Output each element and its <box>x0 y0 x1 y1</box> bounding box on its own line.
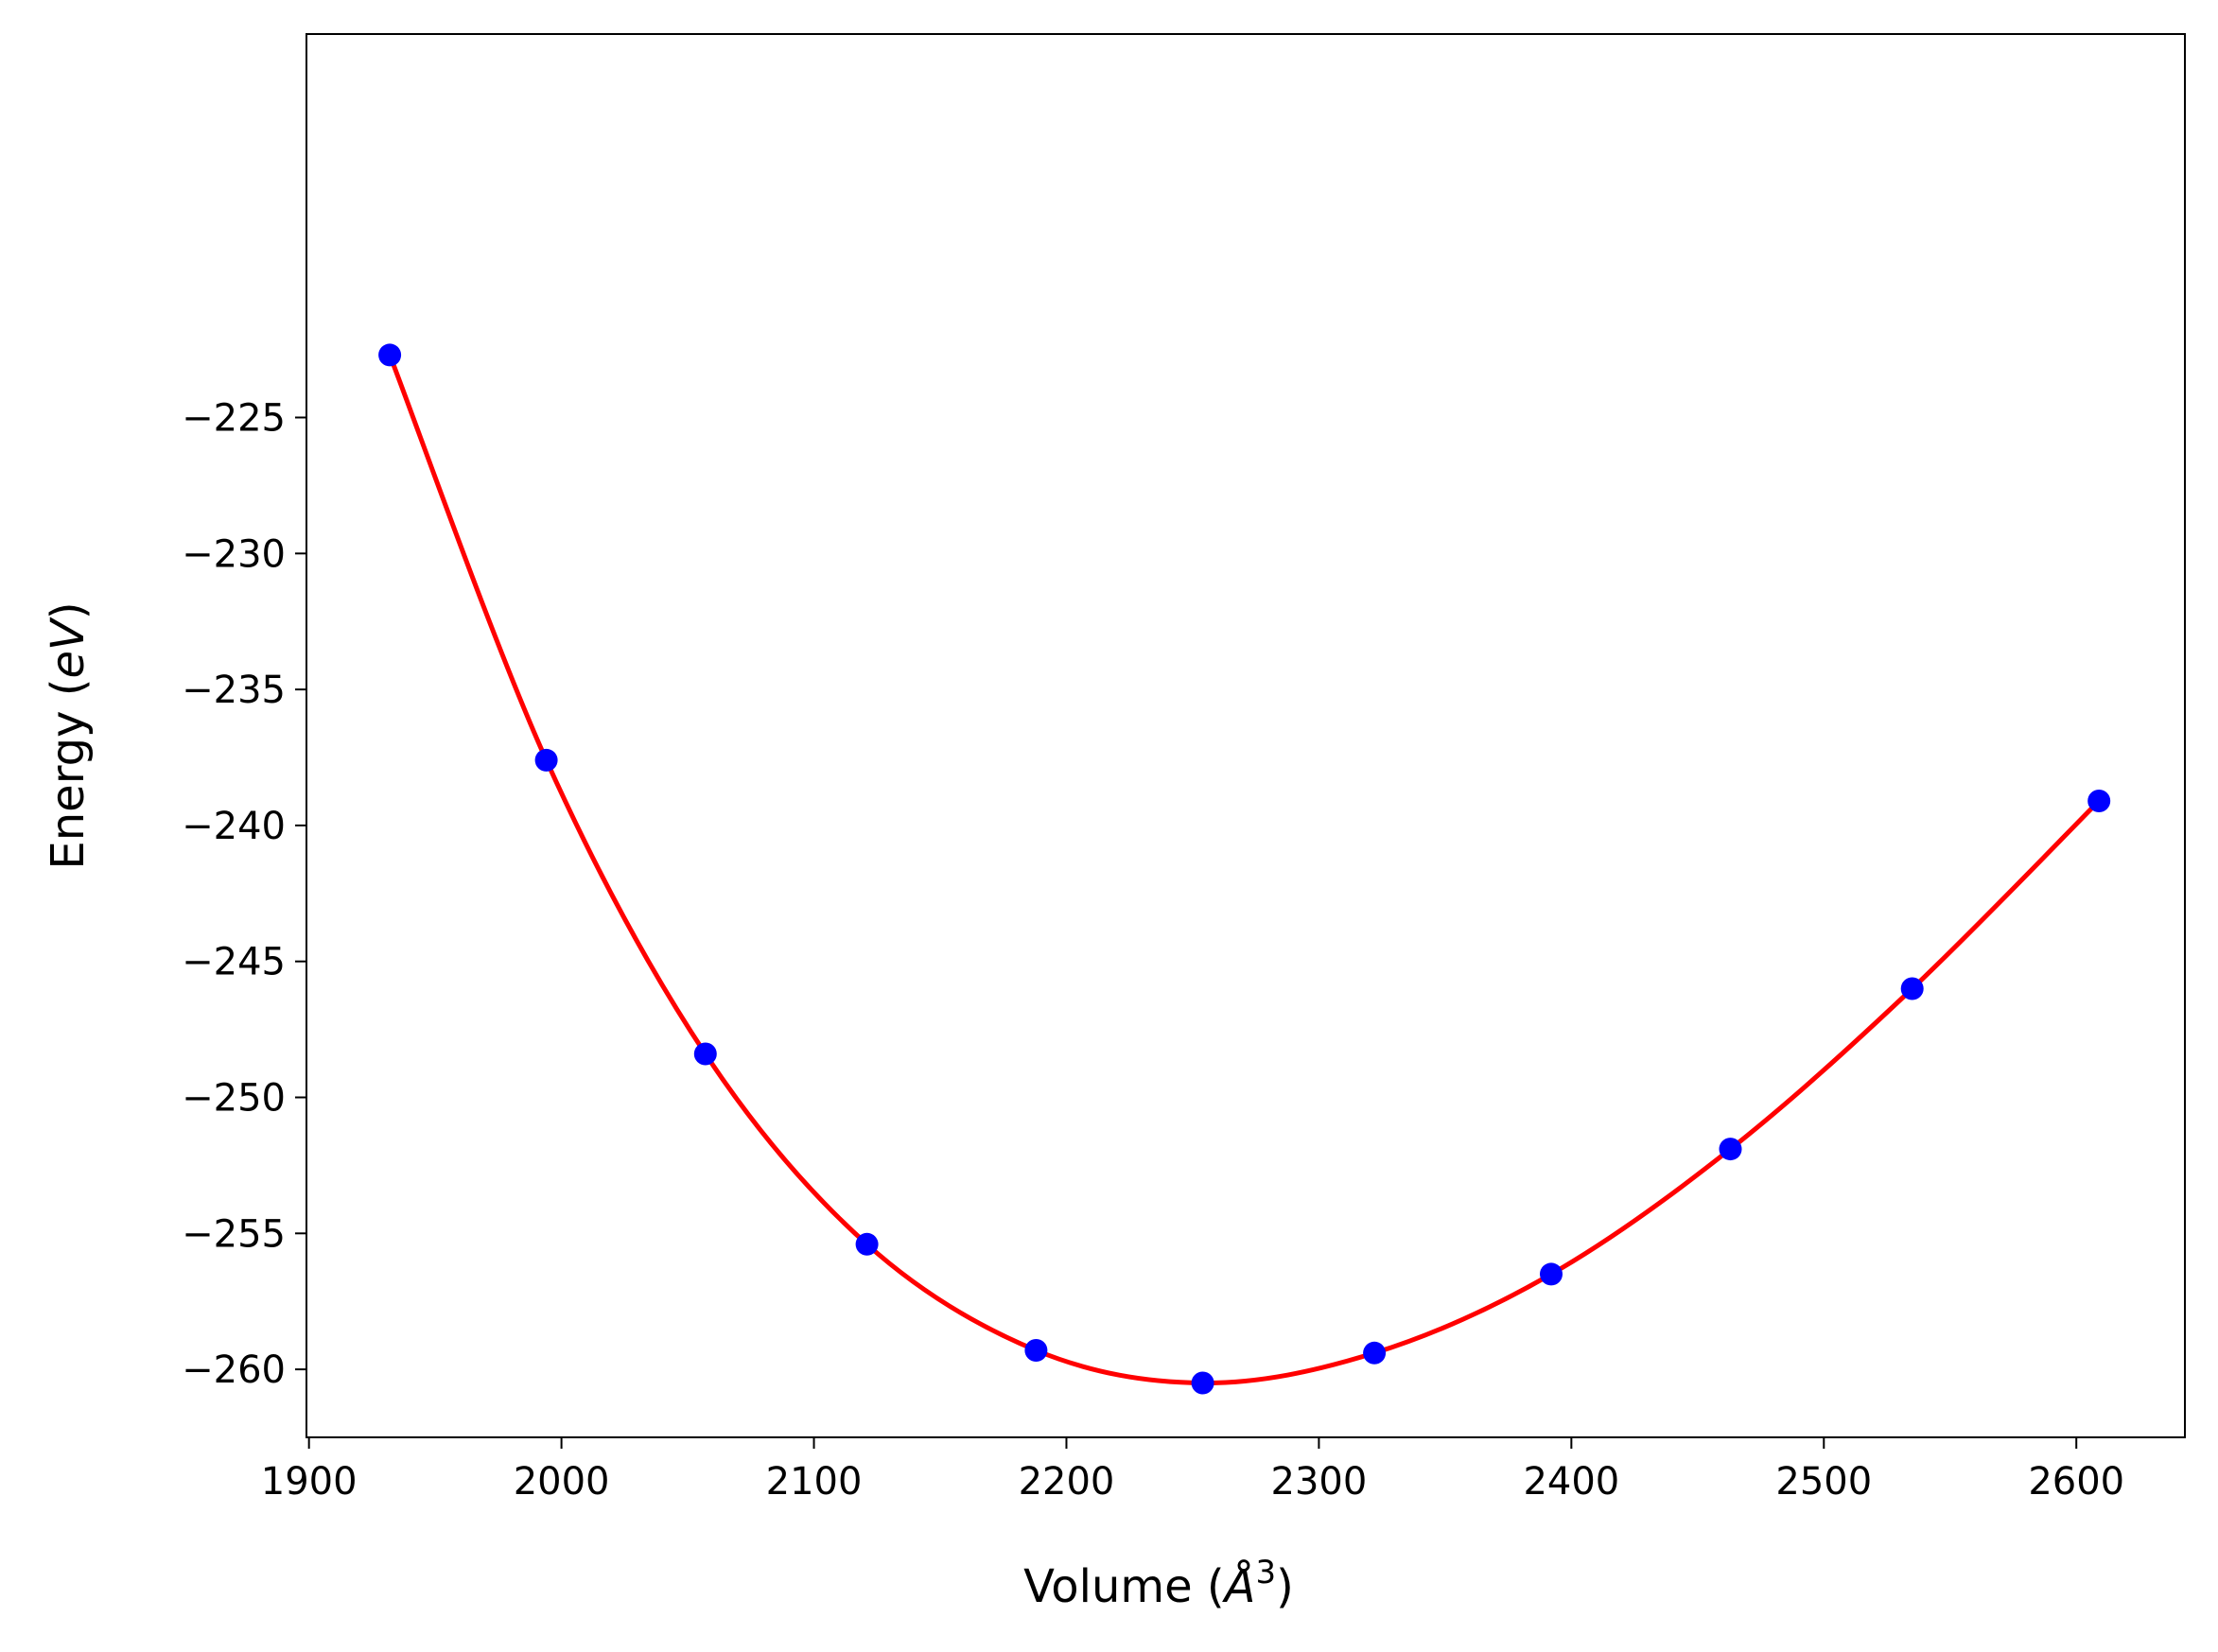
x-tick-label: 2200 <box>1019 1460 1115 1504</box>
y-tick-label: −250 <box>182 1077 286 1121</box>
y-tick-label: −235 <box>182 669 286 712</box>
x-tick-label: 2100 <box>766 1460 863 1504</box>
fit-curve <box>387 352 2102 1386</box>
y-axis-label: Energy (eV) <box>42 601 95 869</box>
data-point <box>378 343 402 367</box>
x-tick-label: 1900 <box>261 1460 358 1504</box>
y-tick-label: −230 <box>182 532 286 576</box>
data-point <box>693 1042 717 1066</box>
y-tick-label: −255 <box>182 1212 286 1256</box>
data-points-layer <box>378 343 2111 1395</box>
data-point <box>1540 1262 1563 1286</box>
data-point <box>2087 790 2111 812</box>
data-point <box>1024 1339 1048 1362</box>
data-point <box>1363 1341 1387 1365</box>
x-tick-label: 2400 <box>1523 1460 1619 1504</box>
x-tick-label: 2500 <box>1775 1460 1872 1504</box>
data-point <box>1900 977 1924 1000</box>
data-point <box>534 748 558 772</box>
data-point <box>1719 1138 1742 1161</box>
fit-line-layer <box>387 352 2102 1386</box>
x-axis-label: Volume (Å3) <box>1023 1554 1294 1613</box>
x-tick-label: 2600 <box>2028 1460 2124 1504</box>
y-tick-label: −240 <box>182 805 286 848</box>
y-tick-label: −225 <box>182 397 286 441</box>
y-axis-ticks: −225 −230 −235 −240 −245 −250 −255 −260 <box>182 397 306 1392</box>
data-point <box>1191 1371 1214 1395</box>
x-tick-label: 2300 <box>1271 1460 1368 1504</box>
plot-frame <box>306 33 2186 1438</box>
x-tick-label: 2000 <box>514 1460 610 1504</box>
data-point <box>855 1232 879 1256</box>
y-tick-label: −245 <box>182 941 286 984</box>
x-axis-ticks: 1900 2000 2100 2200 2300 2400 2500 2600 <box>261 1437 2124 1504</box>
y-tick-label: −260 <box>182 1348 286 1392</box>
